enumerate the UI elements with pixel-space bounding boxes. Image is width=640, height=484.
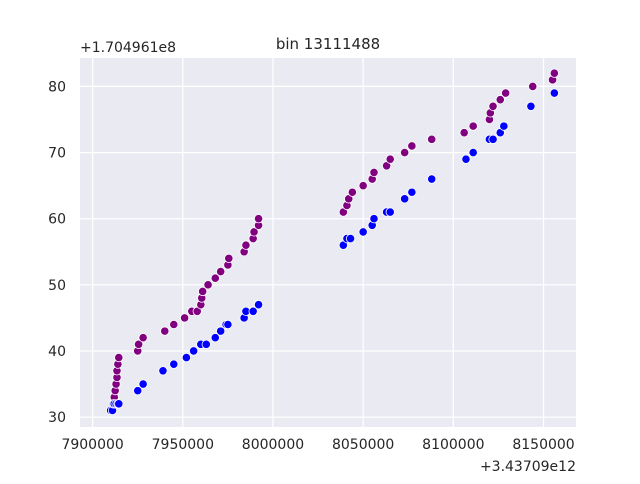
data-point [210,333,220,343]
data-point [180,313,190,323]
data-point [501,88,511,98]
data-point [468,147,478,158]
y-tick-label: 30 [48,410,66,426]
data-point [133,386,143,396]
data-point [427,134,437,144]
data-point [114,399,124,409]
y-offset-label: +1.704961e8 [80,40,176,56]
data-point [427,174,437,184]
data-point [400,194,410,204]
data-point [358,227,368,237]
data-point [528,81,538,92]
data-point [201,339,211,349]
data-point [134,339,144,349]
data-point [138,379,148,389]
series-1 [106,88,559,416]
data-point [468,121,478,131]
data-point [198,286,208,297]
data-point [526,101,536,111]
data-point [248,306,258,316]
data-point [224,253,234,263]
data-point [495,95,505,105]
data-point [189,346,199,356]
data-point [369,214,379,224]
series-0 [107,68,559,416]
data-point [160,326,170,336]
data-point [488,101,498,111]
data-point [223,319,233,330]
data-point [253,300,264,310]
data-point [400,147,410,158]
y-tick-label: 40 [48,344,66,360]
data-point [385,154,395,164]
data-point [499,121,509,131]
data-point [549,88,559,98]
y-tick-label: 80 [48,79,66,95]
data-point [459,128,469,138]
data-point [549,68,559,78]
data-point [181,352,192,363]
data-point [169,319,179,330]
data-point [407,187,417,197]
data-point [461,154,471,164]
y-tick-label: 70 [48,146,66,162]
data-point [169,359,179,369]
data-point [210,273,220,283]
data-point [249,227,259,237]
x-tick-label: 8000000 [242,437,304,453]
data-point [216,266,226,277]
plot-area [80,58,576,427]
data-point [358,181,368,191]
y-tick-label: 60 [48,212,66,228]
data-point [347,187,357,197]
data-point [369,167,379,178]
data-point [203,280,213,290]
x-tick-label: 7950000 [152,437,214,453]
data-point [216,326,226,336]
x-tick-label: 7900000 [61,437,123,453]
data-point [253,214,264,224]
y-tick-label: 50 [48,278,66,294]
data-point [488,134,498,144]
y-axis-ticks: 30 40 50 60 70 80 [48,79,66,426]
x-axis-ticks: 7900000 7950000 8000000 8050000 8100000 81500… [61,437,574,453]
data-point [345,233,356,244]
data-point [385,207,395,217]
x-tick-label: 8150000 [512,437,574,453]
chart-title: bin 13111488 [276,35,380,53]
x-tick-label: 8100000 [422,437,484,453]
data-point [407,141,417,151]
x-offset-label: +3.43709e12 [480,459,576,475]
data-point [158,366,168,376]
data-point [114,352,124,363]
data-point [138,333,148,343]
grid-lines [80,58,576,427]
x-tick-label: 8050000 [332,437,394,453]
data-point [241,240,251,250]
data-points [106,68,559,416]
